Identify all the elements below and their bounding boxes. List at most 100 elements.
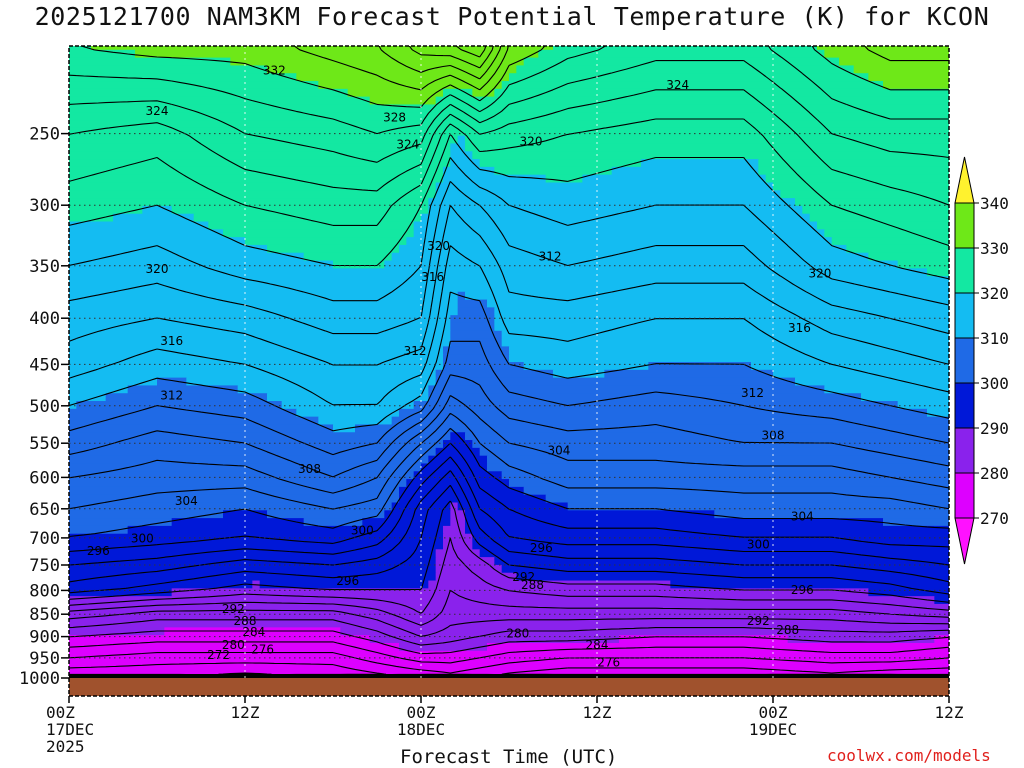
field-cell [391,416,949,426]
colorbar-swatch [954,247,975,294]
field-cell [472,440,949,449]
field-cell [69,494,400,504]
field-cell [443,346,510,355]
field-cell [105,393,268,402]
field-cell [69,603,949,613]
field-cell [479,447,949,457]
contour-label-284: 284 [586,638,609,652]
x-tick-label-24-0: 00Z [407,703,436,722]
field-cell [883,81,949,90]
field-cell [773,369,949,379]
field-cell [69,307,459,316]
field-cell [69,479,407,488]
field-cell [69,440,444,449]
field-cell [69,580,253,589]
contour-label-280: 280 [506,627,529,641]
field-cell [501,471,949,480]
contour-label-320: 320 [427,239,450,253]
field-cell [406,237,833,246]
field-cell [450,510,466,519]
field-cell [795,198,949,207]
y-tick-label-650: 650 [29,500,60,520]
field-cell [443,362,525,371]
contour-label-288: 288 [521,578,544,592]
field-cell [69,237,246,246]
field-cell [69,268,928,277]
colorbar-tick-label-330: 330 [980,239,1009,258]
field-cell [69,533,444,543]
contour-label-296: 296 [791,583,814,597]
field-cell [69,596,935,605]
field-cell [69,315,451,324]
contour-label-292: 292 [747,614,770,628]
field-cell [69,299,459,308]
field-cell [69,408,297,418]
field-cell [318,81,503,90]
x-tick-label-60-0: 12Z [935,703,964,722]
field-cell [69,627,165,636]
credit-text: coolwx.com/models [827,746,991,765]
field-cell [69,338,451,347]
field-cell [435,557,495,566]
contour-label-296: 296 [336,574,359,588]
field-cell [69,666,949,675]
field-cell [465,525,949,535]
field-cell [69,252,305,262]
field-cell [281,401,415,410]
field-cell [457,299,488,308]
contour-label-292: 292 [512,570,535,584]
field-cell [611,166,759,176]
field-cell [809,213,949,223]
field-cell [69,143,451,152]
field-cell [237,385,429,394]
plot-frame [68,45,950,697]
colorbar-swatch [954,202,975,249]
contour-label-316: 316 [160,334,183,348]
grid-lines [69,46,949,678]
field-cell [897,401,949,410]
contour-label-320: 320 [146,262,169,276]
x-axis-title: Forecast Time (UTC) [400,746,618,768]
field-cell [69,283,949,293]
y-tick-label-900: 900 [29,628,60,648]
field-cell [69,362,444,371]
y-tick-label-350: 350 [29,257,60,277]
field-cell [428,385,825,394]
contour-label-300: 300 [747,538,770,552]
contour-label-288: 288 [234,614,257,628]
field-cell [443,174,547,184]
field-cell [443,354,510,363]
field-cell [824,49,949,59]
field-cell [795,377,949,387]
field-cell [347,88,444,98]
field-cell [553,369,605,379]
field-cell [897,260,949,269]
colorbar-swatch [954,292,975,339]
field-cell [883,518,949,527]
colorbar-tick-label-280: 280 [980,464,1009,483]
field-cell [435,190,781,199]
field-cell [545,174,583,184]
contour-label-312: 312 [404,344,427,358]
field-cell [501,338,949,347]
isentrope-328 [69,46,949,135]
isentrope-334 [378,46,502,80]
field-cell [69,642,400,652]
y-tick-label-1000: 1000 [19,669,60,689]
field-cell [69,65,268,74]
field-cell [927,408,949,418]
field-cell [69,135,459,145]
field-cell [641,159,759,168]
ground-surface [69,678,949,696]
field-cell [765,174,949,184]
y-tick-label-950: 950 [29,649,60,669]
field-cell [443,525,466,535]
contour-label-280: 280 [222,638,245,652]
field-cell [369,635,620,644]
field-cell [509,479,949,488]
field-cell [457,502,569,511]
field-cell [465,135,949,145]
field-cell [69,46,92,51]
field-cell [421,463,488,472]
